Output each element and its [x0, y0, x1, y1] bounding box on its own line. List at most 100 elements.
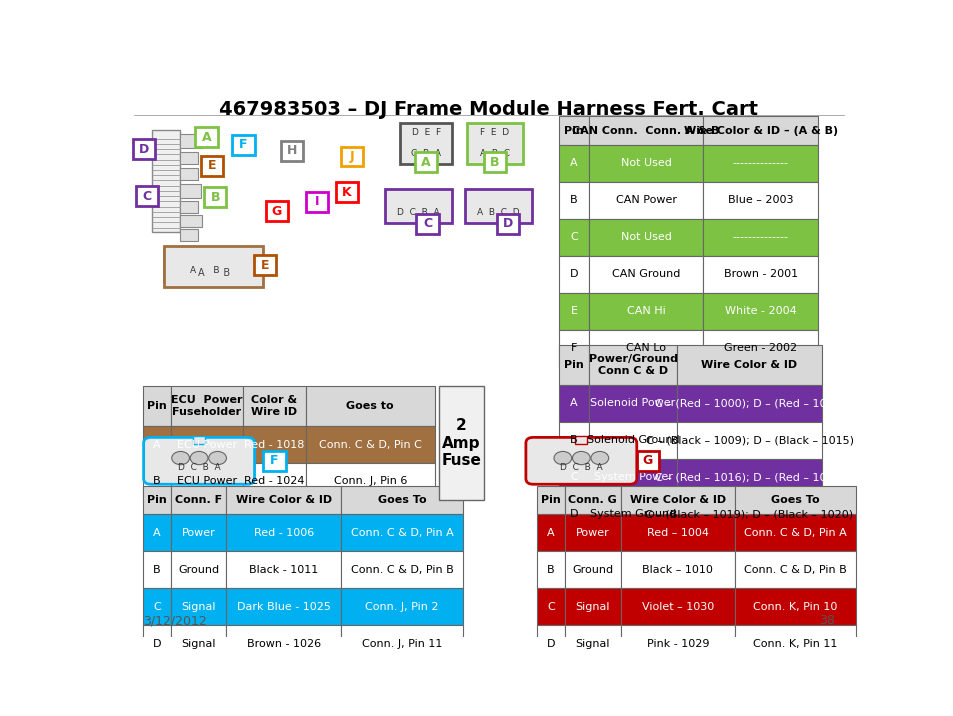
Bar — [558, 219, 588, 256]
Bar — [171, 625, 226, 662]
Text: D: D — [502, 217, 513, 231]
Bar — [558, 384, 588, 422]
Text: K: K — [342, 186, 352, 199]
Text: Conn. C & D, Pin A: Conn. C & D, Pin A — [743, 528, 846, 538]
Bar — [558, 145, 588, 182]
Text: Brown - 1026: Brown - 1026 — [247, 639, 320, 649]
Bar — [226, 485, 341, 514]
Text: 2
Amp
Fuse: 2 Amp Fuse — [441, 418, 481, 468]
Bar — [180, 184, 200, 198]
Bar — [281, 141, 303, 161]
Text: Red - 1006: Red - 1006 — [253, 528, 314, 538]
Bar — [588, 219, 702, 256]
Text: F: F — [570, 343, 577, 353]
Bar — [180, 168, 198, 180]
Bar — [558, 293, 588, 329]
Bar — [132, 140, 154, 159]
Text: C  B  A: C B A — [411, 149, 440, 158]
Text: A      B: A B — [197, 268, 230, 279]
Text: Wire Color & ID – (A & B): Wire Color & ID – (A & B) — [683, 125, 837, 135]
Text: D: D — [152, 639, 161, 649]
Text: --------------: -------------- — [732, 158, 788, 168]
Bar — [335, 183, 357, 202]
Bar — [619, 514, 735, 551]
Bar — [180, 215, 202, 227]
Bar — [180, 201, 198, 213]
Bar — [467, 123, 522, 165]
Text: Conn. J, Pin 11: Conn. J, Pin 11 — [361, 639, 442, 649]
Text: B: B — [153, 565, 161, 575]
Text: CAN Ground: CAN Ground — [611, 269, 679, 279]
Text: A: A — [201, 131, 211, 144]
Bar — [588, 459, 677, 495]
Bar — [575, 436, 587, 444]
Bar — [143, 514, 171, 551]
Text: G: G — [272, 205, 281, 218]
Bar — [171, 514, 226, 551]
Bar — [677, 345, 821, 384]
Bar — [564, 551, 619, 588]
Text: 38: 38 — [819, 614, 834, 627]
Bar — [537, 514, 564, 551]
Bar — [263, 451, 285, 470]
Text: Not Used: Not Used — [620, 158, 671, 168]
Bar — [558, 329, 588, 367]
Text: C – (Black – 1009); D – (Black – 1015): C – (Black – 1009); D – (Black – 1015) — [645, 435, 853, 445]
Bar — [558, 459, 588, 495]
Bar — [588, 182, 702, 219]
Text: B: B — [153, 476, 161, 486]
Text: Brown - 2001: Brown - 2001 — [722, 269, 797, 279]
Bar — [306, 192, 328, 212]
Text: Conn. C & D, Pin C: Conn. C & D, Pin C — [318, 440, 421, 450]
Text: Pink - 1029: Pink - 1029 — [646, 639, 708, 649]
Text: B: B — [547, 565, 555, 575]
Bar — [588, 345, 677, 384]
Bar — [735, 625, 855, 662]
Bar — [702, 219, 817, 256]
Circle shape — [209, 452, 226, 465]
Bar — [465, 189, 531, 223]
Bar — [171, 426, 242, 463]
Text: --------------: -------------- — [732, 232, 788, 242]
Text: Conn. C & D, Pin B: Conn. C & D, Pin B — [743, 565, 846, 575]
Bar — [438, 387, 484, 500]
Bar — [588, 116, 702, 145]
Bar — [735, 485, 855, 514]
Bar — [619, 551, 735, 588]
Text: C: C — [152, 601, 161, 611]
Bar — [143, 485, 171, 514]
Text: Conn. C & D, Pin B: Conn. C & D, Pin B — [351, 565, 453, 575]
FancyBboxPatch shape — [525, 437, 637, 484]
Bar — [242, 463, 305, 500]
Text: System Power: System Power — [593, 472, 672, 482]
Text: Conn. G: Conn. G — [568, 495, 617, 505]
Bar — [253, 255, 275, 275]
Bar — [619, 485, 735, 514]
Text: White - 2004: White - 2004 — [724, 306, 796, 316]
Text: Red - 1018: Red - 1018 — [244, 440, 304, 450]
Bar — [180, 228, 198, 241]
Text: ECU Power: ECU Power — [176, 476, 236, 486]
Bar — [558, 182, 588, 219]
Bar — [537, 485, 564, 514]
Text: D: D — [546, 639, 555, 649]
Text: A: A — [570, 398, 578, 408]
Text: D: D — [569, 269, 578, 279]
Text: System Ground: System Ground — [589, 509, 676, 519]
Bar — [564, 514, 619, 551]
Bar — [341, 551, 462, 588]
Text: Solenoid Power: Solenoid Power — [590, 398, 675, 408]
Circle shape — [172, 452, 190, 465]
Bar — [483, 152, 505, 172]
Text: Power: Power — [576, 528, 609, 538]
Bar — [233, 135, 254, 155]
Bar — [415, 152, 436, 172]
Text: Goes To: Goes To — [770, 495, 819, 505]
Bar — [265, 201, 288, 221]
Text: Pin: Pin — [563, 125, 583, 135]
Text: D  E  F: D E F — [411, 127, 440, 137]
Bar — [558, 495, 588, 533]
Bar — [200, 156, 222, 176]
Circle shape — [190, 452, 208, 465]
Bar — [180, 152, 198, 164]
